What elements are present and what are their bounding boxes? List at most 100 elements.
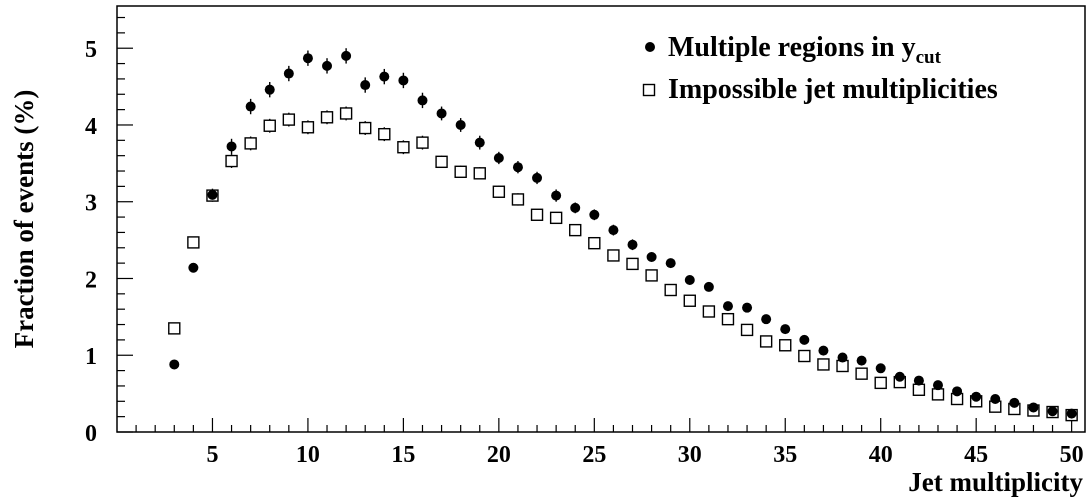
data-point-impossible-jet-multiplicities xyxy=(187,236,200,249)
data-point-multiple-regions xyxy=(360,80,371,91)
data-point-impossible-jet-multiplicities xyxy=(301,121,315,134)
data-point-impossible-jet-multiplicities xyxy=(817,358,830,371)
data-point-multiple-regions xyxy=(398,75,409,86)
data-point-impossible-jet-multiplicities xyxy=(454,165,467,178)
data-point-multiple-regions xyxy=(627,239,638,250)
x-tick-label: 35 xyxy=(773,442,797,468)
data-point-impossible-jet-multiplicities xyxy=(282,113,296,126)
legend-label-subscript: cut xyxy=(916,47,942,68)
y-tick-label: 2 xyxy=(85,267,97,293)
data-point-impossible-jet-multiplicities xyxy=(874,376,887,390)
legend-label-main: Multiple regions in y xyxy=(668,32,916,63)
data-point-multiple-regions xyxy=(761,314,772,325)
data-point-multiple-regions xyxy=(436,108,447,119)
data-point-multiple-regions xyxy=(684,275,695,286)
data-point-multiple-regions xyxy=(188,262,199,273)
data-point-impossible-jet-multiplicities xyxy=(664,283,677,297)
data-point-impossible-jet-multiplicities xyxy=(339,107,353,120)
data-point-multiple-regions xyxy=(799,334,810,345)
legend-marker-open-square xyxy=(642,83,656,97)
data-point-multiple-regions xyxy=(837,352,848,363)
data-point-impossible-jet-multiplicities xyxy=(702,305,716,318)
data-point-multiple-regions xyxy=(493,152,504,163)
data-point-impossible-jet-multiplicities xyxy=(740,323,754,337)
y-tick-label: 1 xyxy=(85,344,97,370)
data-point-multiple-regions xyxy=(379,71,390,82)
y-tick-label: 4 xyxy=(85,114,97,140)
data-point-impossible-jet-multiplicities xyxy=(931,388,945,401)
data-point-multiple-regions xyxy=(1009,397,1020,408)
data-point-multiple-regions xyxy=(913,375,924,386)
data-point-impossible-jet-multiplicities xyxy=(473,167,486,180)
legend-label-impossible-jet-multiplicities: Impossible jet multiplicities xyxy=(668,74,998,105)
y-axis-ticks: 0 1 2 3 4 5 xyxy=(85,16,133,447)
data-point-impossible-jet-multiplicities xyxy=(779,339,792,352)
legend: Multiple regions in ycut Impossible jet … xyxy=(642,32,998,105)
data-point-multiple-regions xyxy=(990,393,1001,404)
data-point-impossible-jet-multiplicities xyxy=(435,155,448,169)
data-point-multiple-regions xyxy=(322,60,333,71)
data-point-multiple-regions xyxy=(283,68,294,79)
data-point-multiple-regions xyxy=(894,371,905,382)
legend-marker-filled-circle xyxy=(645,42,655,52)
x-tick-label: 20 xyxy=(487,442,511,468)
data-point-multiple-regions xyxy=(952,386,963,397)
data-point-multiple-regions xyxy=(245,101,256,112)
data-point-multiple-regions xyxy=(608,225,619,236)
plot-frame xyxy=(116,5,1086,433)
data-point-impossible-jet-multiplicities xyxy=(492,185,506,198)
data-point-multiple-regions xyxy=(570,202,581,213)
x-tick-label: 40 xyxy=(869,442,893,468)
data-point-impossible-jet-multiplicities xyxy=(569,223,582,237)
data-point-multiple-regions xyxy=(722,301,733,312)
data-point-impossible-jet-multiplicities xyxy=(549,211,563,225)
data-point-multiple-regions xyxy=(341,50,352,61)
data-point-multiple-regions xyxy=(646,251,657,262)
data-point-impossible-jet-multiplicities xyxy=(683,294,696,307)
data-point-multiple-regions xyxy=(932,380,943,391)
x-tick-label: 45 xyxy=(964,442,988,468)
data-point-impossible-jet-multiplicities xyxy=(912,383,926,396)
y-tick-label: 0 xyxy=(85,421,97,447)
x-axis-title: Jet multiplicity xyxy=(908,467,1083,497)
data-point-multiple-regions xyxy=(1047,406,1058,417)
data-point-impossible-jet-multiplicities xyxy=(511,193,525,206)
x-tick-label: 50 xyxy=(1060,442,1084,468)
data-point-impossible-jet-multiplicities xyxy=(397,141,410,154)
x-tick-label: 10 xyxy=(296,442,320,468)
data-point-multiple-regions xyxy=(971,391,982,402)
data-point-impossible-jet-multiplicities xyxy=(416,136,429,149)
data-point-impossible-jet-multiplicities xyxy=(626,257,639,271)
data-point-multiple-regions xyxy=(856,355,867,366)
data-point-impossible-jet-multiplicities xyxy=(225,154,238,168)
data-point-impossible-jet-multiplicities xyxy=(645,269,658,282)
legend-label-multiple-regions: Multiple regions in ycut xyxy=(668,32,942,68)
data-point-multiple-regions xyxy=(226,141,237,152)
x-tick-label: 5 xyxy=(206,442,218,468)
data-point-multiple-regions xyxy=(703,281,714,292)
data-point-multiple-regions xyxy=(875,363,886,374)
data-point-impossible-jet-multiplicities xyxy=(588,236,601,250)
data-point-multiple-regions xyxy=(302,53,313,64)
data-point-impossible-jet-multiplicities xyxy=(378,127,391,141)
x-tick-label: 25 xyxy=(582,442,606,468)
y-tick-label: 5 xyxy=(85,37,97,63)
data-point-impossible-jet-multiplicities xyxy=(168,322,181,335)
data-point-multiple-regions xyxy=(1066,408,1077,419)
data-point-impossible-jet-multiplicities xyxy=(759,335,773,348)
data-markers xyxy=(168,50,1078,422)
data-point-multiple-regions xyxy=(818,345,829,356)
data-point-multiple-regions xyxy=(589,209,600,220)
data-point-multiple-regions xyxy=(532,172,543,183)
data-point-impossible-jet-multiplicities xyxy=(607,249,620,262)
data-point-multiple-regions xyxy=(665,258,676,269)
data-point-impossible-jet-multiplicities xyxy=(263,119,276,132)
data-point-impossible-jet-multiplicities xyxy=(721,312,735,326)
data-point-multiple-regions xyxy=(474,137,485,148)
data-point-multiple-regions xyxy=(551,190,562,201)
data-point-impossible-jet-multiplicities xyxy=(530,208,544,221)
data-point-multiple-regions xyxy=(512,162,523,173)
x-axis-ticks: 5 10 15 20 25 30 35 40 45 50 xyxy=(135,418,1084,468)
data-point-multiple-regions xyxy=(1028,402,1039,413)
